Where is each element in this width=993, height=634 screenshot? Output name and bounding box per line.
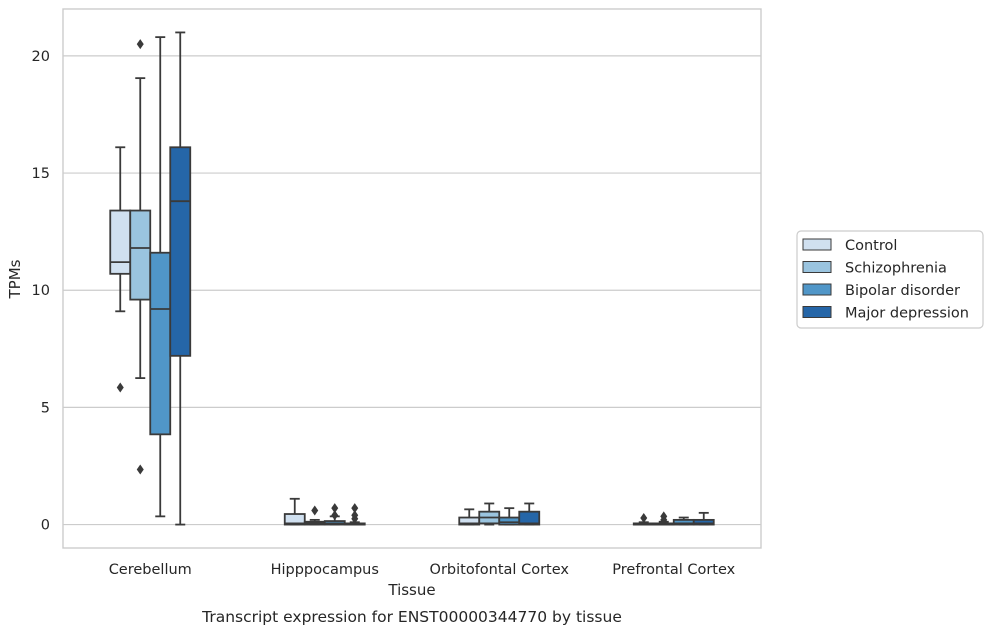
legend-swatch	[802, 283, 832, 296]
y-tick-label: 5	[41, 400, 50, 416]
legend-label: Major depression	[845, 306, 969, 322]
legend: Control Schizophrenia Bipolar disorder Majo…	[796, 230, 984, 329]
box-body	[498, 516, 521, 526]
y-tick-label: 20	[32, 49, 50, 65]
box-bipolar-disorder-0	[149, 36, 172, 518]
box-schizophrenia-0	[129, 39, 152, 475]
outlier-point	[351, 503, 359, 514]
legend-swatch	[802, 306, 832, 318]
box-schizophrenia-1	[303, 505, 326, 526]
y-tick-labels: 0 5 10 15 20	[32, 49, 50, 534]
x-axis-title: Tissue	[387, 581, 435, 599]
box-major-depression-1	[343, 503, 366, 526]
y-tick-label: 0	[41, 518, 50, 534]
outlier-point	[331, 503, 339, 514]
outlier-point	[351, 510, 359, 521]
box-body	[283, 513, 306, 526]
box-major-depression-3	[692, 511, 715, 526]
legend-label: Schizophrenia	[845, 261, 947, 277]
box-schizophrenia-3	[652, 511, 675, 526]
legend-label: Control	[845, 238, 897, 254]
box-body	[692, 518, 715, 526]
x-tick-label: Prefrontal Cortex	[612, 562, 735, 578]
box-body	[169, 146, 192, 357]
outlier-point	[136, 39, 144, 50]
box-major-depression-0	[169, 31, 192, 526]
legend-frame	[796, 230, 984, 329]
outlier-point	[331, 510, 339, 521]
box-body	[129, 209, 152, 301]
legend-label: Bipolar disorder	[845, 283, 960, 299]
box-series	[109, 31, 715, 526]
outlier-point	[640, 513, 648, 524]
outlier-point	[136, 464, 144, 475]
x-tick-label: Orbitofontal Cortex	[430, 562, 570, 578]
outlier-point	[311, 505, 319, 516]
box-bipolar-disorder-3	[672, 516, 695, 526]
box-control-3	[632, 513, 655, 526]
outlier-point	[116, 382, 124, 393]
chart-caption: Transcript expression for ENST0000034477…	[201, 608, 622, 626]
x-tick-label: Cerebellum	[109, 562, 192, 578]
x-tick-labels: Cerebellum Hipppocampus Orbitofontal Corte…	[109, 562, 736, 578]
box-body	[109, 209, 132, 275]
box-bipolar-disorder-1	[323, 503, 346, 526]
plot-frame	[62, 8, 762, 549]
box-major-depression-2	[518, 502, 541, 526]
box-control-2	[458, 508, 481, 526]
legend-swatch	[802, 261, 832, 273]
y-tick-label: 10	[32, 283, 50, 299]
y-tick-label: 15	[32, 166, 50, 182]
box-bipolar-disorder-2	[498, 507, 521, 526]
legend-swatch	[802, 238, 832, 251]
box-body	[518, 510, 541, 526]
box-schizophrenia-2	[478, 502, 501, 526]
box-control-1	[283, 497, 306, 526]
box-control-0	[109, 146, 132, 393]
box-body	[149, 251, 172, 436]
x-tick-label: Hipppocampus	[271, 562, 379, 578]
y-axis-title: TPMs	[6, 259, 24, 299]
outlier-point	[660, 511, 668, 522]
